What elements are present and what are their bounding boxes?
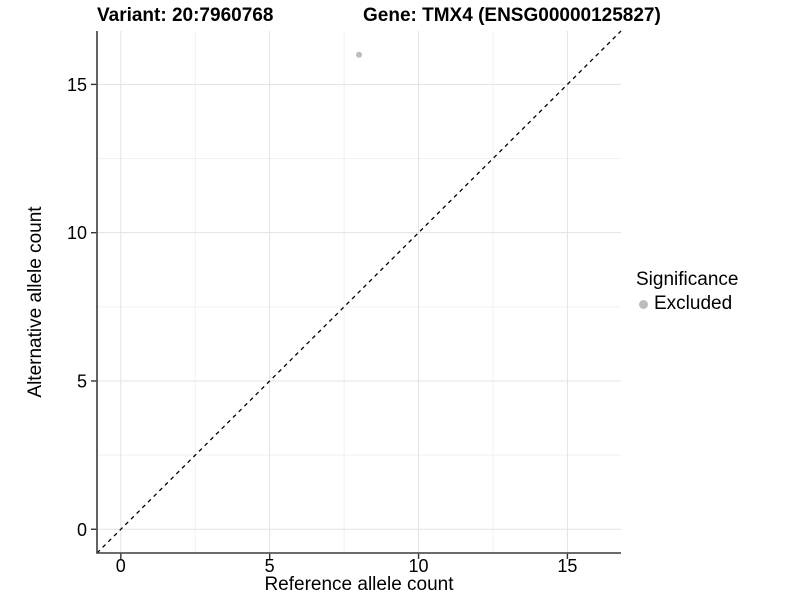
legend-key — [634, 295, 652, 313]
y-tick-label: 15 — [67, 75, 87, 95]
x-tick-label: 15 — [557, 556, 577, 576]
identity-line — [96, 30, 622, 554]
axis-tick-labels: 0 5 10 15 0 5 10 15 — [67, 75, 577, 576]
legend-title: Significance — [636, 269, 739, 290]
x-axis-title: Reference allele count — [264, 574, 454, 595]
grid-minor-lines — [97, 31, 621, 553]
x-tick-label: 5 — [265, 556, 275, 576]
axis-tick-marks — [91, 83, 569, 559]
x-tick-label: 10 — [409, 556, 429, 576]
legend: Significance Excluded — [636, 268, 738, 316]
identity-dashed-line — [96, 30, 622, 554]
data-point — [356, 51, 362, 58]
x-tick-label: 0 — [116, 556, 126, 576]
y-axis-title: Alternative allele count — [25, 206, 46, 398]
legend-point-icon — [638, 299, 648, 309]
legend-item-excluded: Excluded — [636, 292, 738, 316]
grid-major-lines — [97, 31, 621, 553]
axis-line — [96, 31, 621, 554]
axis-lines — [96, 31, 621, 554]
plot-title-variant: Variant: 20:7960768 — [97, 5, 274, 26]
data-points — [356, 51, 362, 58]
legend-item-label: Excluded — [654, 293, 733, 314]
y-tick-label: 5 — [77, 371, 87, 391]
y-tick-label: 0 — [77, 520, 87, 540]
plot-title-gene: Gene: TMX4 (ENSG00000125827) — [363, 5, 661, 26]
y-tick-label: 10 — [67, 223, 87, 243]
